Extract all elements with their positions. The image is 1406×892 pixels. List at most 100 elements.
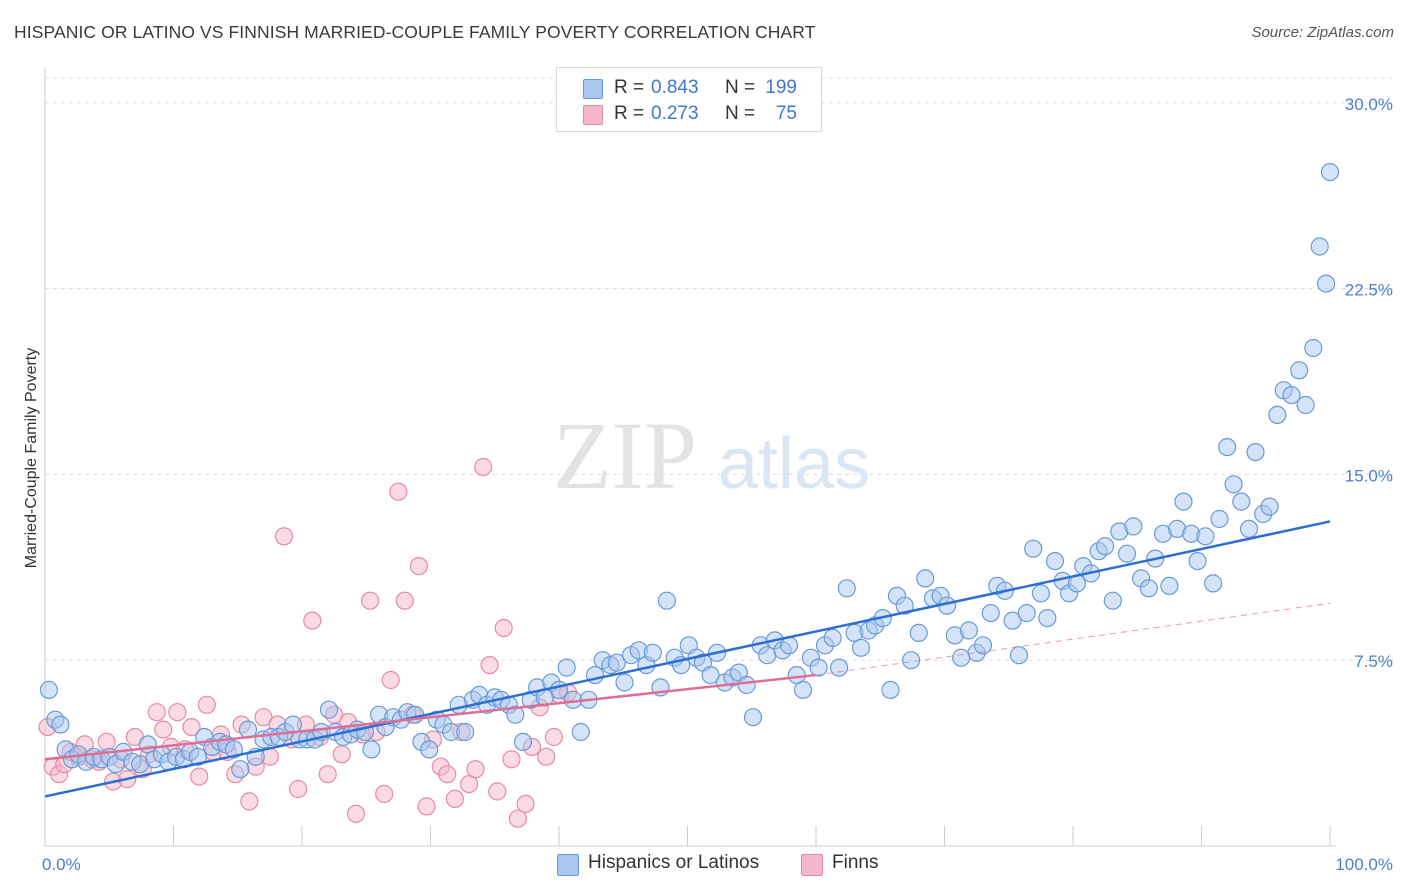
hispanic-point — [607, 653, 626, 672]
hispanic-point — [1174, 492, 1193, 511]
finns-point — [488, 782, 507, 801]
finns-point — [417, 797, 436, 816]
legend-n-label: N = — [725, 103, 756, 124]
axes — [44, 68, 1336, 847]
legend-r-label: R = — [614, 103, 645, 124]
hispanic-point — [1031, 584, 1051, 603]
finns-point — [389, 482, 408, 501]
hispanic-point — [1196, 527, 1215, 546]
x-tick-label-max: 100.0% — [1335, 855, 1393, 874]
stats-legend: R = 0.843 N = 199 R = 0.273 N = 75 — [556, 67, 822, 132]
finns-trendline — [44, 673, 817, 761]
hispanic-point — [39, 680, 59, 700]
finns-point — [274, 527, 294, 546]
bottom-legend-label: Hispanics or Latinos — [588, 852, 760, 873]
finns-point — [395, 591, 414, 610]
finns-point — [168, 703, 187, 722]
hispanic-point — [1320, 163, 1340, 182]
hispanic-point — [952, 648, 971, 667]
finns-point — [346, 804, 366, 823]
hispanic-point — [1260, 497, 1279, 516]
finns-point — [445, 789, 464, 809]
hispanic-point — [1038, 608, 1057, 628]
hispanic-point — [571, 722, 590, 742]
chart-source: Source: ZipAtlas.com — [1251, 24, 1394, 41]
legend-r-value: 0.273 — [651, 103, 699, 124]
finns-point — [502, 750, 521, 769]
hispanic-point — [1310, 237, 1329, 256]
hispanic-point — [1268, 405, 1287, 424]
finns-point — [466, 760, 485, 779]
hispanic-point — [1290, 361, 1309, 380]
hispanic-point — [615, 673, 634, 692]
hispanic-point — [1304, 338, 1323, 358]
finns-trendline-extension — [815, 602, 1331, 676]
hispanic-point — [506, 705, 525, 724]
finns-point — [147, 703, 166, 722]
finns-point — [318, 765, 337, 784]
finns-point — [516, 794, 535, 814]
finns-point — [537, 747, 556, 766]
hispanic-point — [909, 623, 928, 643]
finns-point — [375, 784, 394, 804]
legend-n-value: 75 — [775, 103, 797, 124]
hispanic-point — [881, 680, 900, 700]
hispanic-point — [1224, 475, 1243, 494]
finns-point — [494, 618, 513, 638]
hispanic-point — [1246, 443, 1265, 462]
chart-title: HISPANIC OR LATINO VS FINNISH MARRIED-CO… — [14, 22, 816, 42]
hispanic-point — [51, 715, 70, 734]
hispanic-point — [1095, 537, 1115, 556]
hispanic-point — [513, 732, 533, 752]
legend-r-value: 0.843 — [651, 77, 699, 98]
legend-swatch-pink — [583, 105, 603, 125]
hispanic-point — [643, 643, 662, 662]
hispanic-point — [793, 680, 813, 700]
hispanic-point — [1117, 544, 1137, 563]
finns-point — [508, 809, 528, 828]
bottom-legend-swatch-blue — [557, 854, 579, 876]
hispanic-point — [1232, 492, 1251, 511]
gridlines — [45, 77, 1395, 661]
finns-point — [438, 765, 457, 784]
hispanic-point — [362, 740, 381, 759]
trendlines — [44, 520, 1331, 798]
legend-row-hispanic: R = 0.843 N = 199 — [557, 76, 821, 102]
legend-n-value: 199 — [765, 77, 797, 98]
finns-point — [409, 556, 428, 576]
legend-n-label: N = — [725, 77, 756, 98]
hispanic-point — [901, 651, 921, 670]
finns-point — [332, 745, 351, 764]
hispanic-point — [743, 708, 763, 727]
hispanic-point — [837, 579, 856, 598]
hispanic-point — [916, 569, 935, 588]
hispanic-point — [809, 658, 828, 677]
hispanic-point — [895, 596, 914, 615]
finns-point — [289, 779, 308, 799]
hispanic-point — [456, 722, 475, 742]
hispanic-point — [1139, 579, 1158, 598]
finns-point — [97, 732, 116, 752]
watermark-zip: ZIP — [553, 402, 697, 509]
finns-point — [197, 695, 216, 714]
hispanic-point — [231, 760, 250, 779]
bottom-legend-label: Finns — [832, 852, 879, 873]
hispanic-point — [959, 621, 979, 640]
hispanic-point — [851, 638, 871, 657]
finns-point — [154, 720, 173, 739]
hispanic-point — [701, 665, 720, 685]
finns-point — [361, 591, 380, 610]
finns-point — [474, 457, 493, 477]
hispanic-point — [1239, 519, 1259, 539]
y-tick-label: 7.5% — [1354, 652, 1393, 671]
hispanic-point — [557, 658, 576, 677]
legend-row-finns: R = 0.273 N = 75 — [557, 102, 821, 128]
hispanic-point — [1124, 517, 1143, 536]
hispanic-point — [420, 740, 439, 759]
hispanic-point — [981, 603, 1000, 623]
hispanic-point — [737, 675, 756, 695]
y-tick-label: 22.5% — [1345, 281, 1393, 300]
finns-point — [381, 670, 400, 690]
hispanic-point — [1282, 386, 1301, 405]
